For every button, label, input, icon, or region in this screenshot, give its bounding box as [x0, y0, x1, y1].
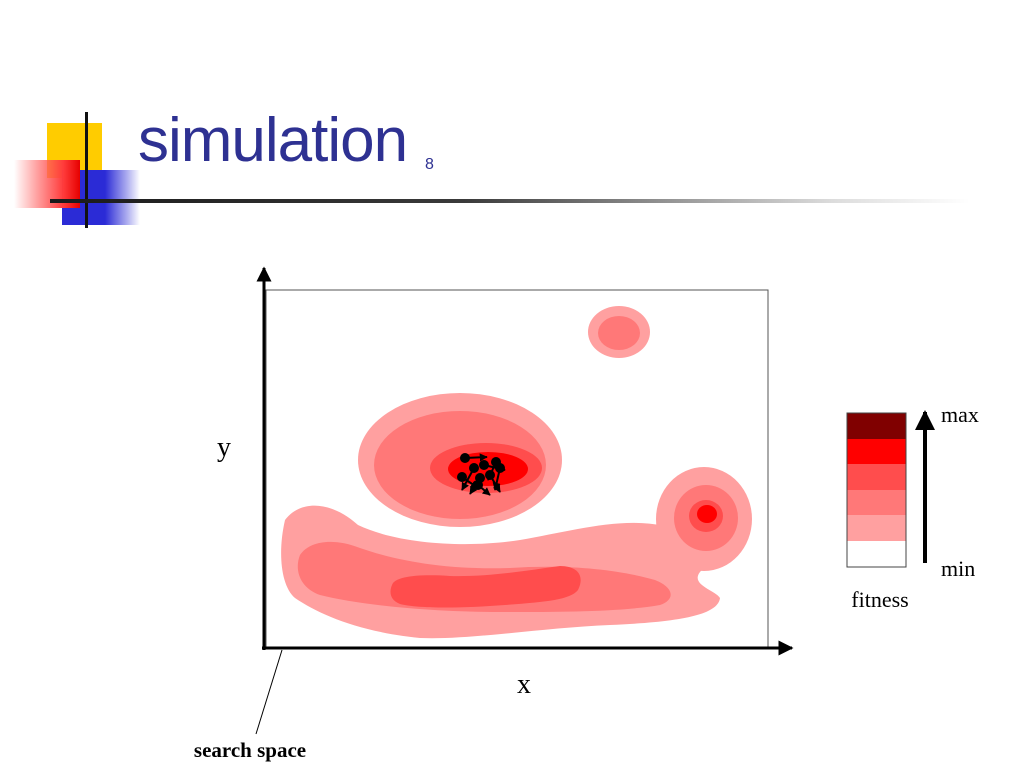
legend-border: [846, 412, 907, 568]
particle-swarm: [457, 453, 506, 496]
title-underline: [50, 199, 970, 203]
slide-number: 8: [425, 156, 434, 173]
title-ornament-vertical-line: [85, 112, 88, 228]
search-space-callout-line: [255, 649, 283, 735]
fitness-region-bottom-band: [281, 505, 720, 639]
legend-swatch-level1: [847, 515, 906, 541]
legend-swatch-level4: [847, 439, 906, 464]
legend-swatch-level3: [847, 464, 906, 490]
fitness-region-right-peak: [656, 467, 752, 571]
fitness-region-top-peak: [588, 306, 650, 358]
legend-title: fitness: [851, 587, 908, 612]
legend-swatch-min: [847, 541, 906, 567]
slide-title: simulation: [138, 106, 408, 175]
legend-min-label: min: [941, 556, 975, 581]
search-space-label: search space: [194, 738, 306, 762]
fitness-region-central-peak: [358, 393, 562, 527]
legend-swatch-level2: [847, 490, 906, 515]
y-axis-label: y: [217, 432, 231, 463]
x-axis-label: x: [517, 669, 531, 700]
legend-max-label: max: [941, 402, 979, 427]
fitness-legend: max min fitness: [846, 402, 979, 612]
legend-swatch-max: [847, 413, 906, 439]
